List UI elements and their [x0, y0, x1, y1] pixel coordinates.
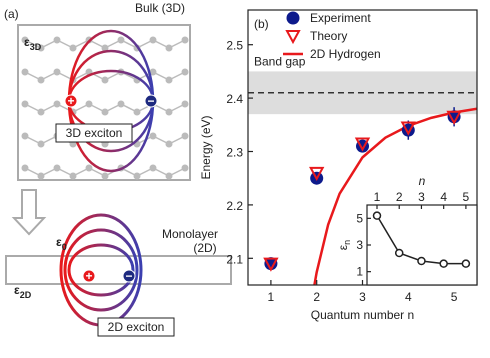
chart: Band gap 2.1 2.2 2.3 2.4 2.5 1 2 3 4 5 Quantum numb…: [199, 9, 478, 322]
atom: [181, 36, 189, 44]
x-tick-label: 4: [405, 290, 412, 304]
y-tick-label: 2.1: [226, 252, 243, 266]
inset-y-tick-label: 5: [356, 211, 363, 225]
legend-label: Theory: [310, 29, 347, 43]
inset-point: [461, 259, 471, 268]
panel-label: (b): [254, 17, 269, 31]
y-tick-label: 2.3: [226, 146, 243, 160]
y-axis-label: Energy (eV): [199, 115, 213, 179]
y-tick-label: 2.5: [226, 39, 243, 53]
diagram: (a) + − 3D exciton Bulk (3D) ε3D + − 2D …: [4, 1, 232, 337]
inset-point: [394, 248, 404, 258]
inset-x-label: n: [419, 174, 426, 188]
experiment-point: [447, 110, 461, 124]
plot-area: [248, 71, 477, 285]
x-tick-label: 5: [451, 290, 458, 304]
eps-bulk: ε3D: [24, 35, 42, 52]
svg-text:−: −: [147, 94, 154, 108]
bulk-label: Bulk (3D): [135, 1, 185, 15]
inset-y-tick-label: 1: [356, 265, 363, 279]
exciton-3d: 3D exciton: [66, 126, 123, 140]
inset-point: [439, 259, 448, 268]
atom: [181, 164, 189, 172]
inset-x-tick-label: 5: [463, 190, 470, 204]
x-tick-label: 3: [359, 290, 366, 304]
theory-point: [309, 166, 325, 181]
band-gap-label: Band gap: [254, 54, 306, 68]
minus: [144, 94, 158, 108]
inset-x-tick-label: 2: [396, 190, 403, 204]
symbol: ε: [336, 244, 350, 250]
inset-point: [417, 256, 426, 266]
inset-y-label: εn: [336, 240, 352, 250]
arrow: [11, 189, 47, 236]
eps-vacuum: ε0: [56, 235, 67, 252]
monolayer-label: Monolayer: [162, 227, 218, 241]
y-tick-label: 2.2: [226, 199, 243, 213]
exciton-2d: 2D exciton: [108, 320, 165, 334]
inset-point: [372, 211, 382, 220]
inset-x-tick-label: 4: [440, 190, 447, 204]
theory-point: [400, 121, 416, 136]
orbits-3d: [67, 29, 155, 173]
monolayer-box: [5, 255, 232, 285]
plus: [64, 94, 78, 108]
model-line: [313, 107, 477, 285]
legend-marker: [285, 30, 301, 45]
x-axis-label: Quantum number n: [311, 308, 414, 322]
legend-marker: [286, 11, 300, 25]
atom: [181, 132, 189, 140]
theory-point: [263, 257, 279, 272]
inset-x-tick-label: 1: [374, 190, 381, 204]
svg-text:+: +: [85, 269, 92, 283]
experiment-point: [264, 257, 278, 271]
inset-y-tick-label: 3: [356, 238, 363, 252]
label-box: [55, 123, 133, 143]
atom: [181, 68, 189, 76]
theory-point: [354, 137, 371, 152]
svg-text:+: +: [67, 94, 74, 108]
inset-frame: [366, 204, 478, 286]
x-tick-label: 1: [268, 290, 275, 304]
svg-text:−: −: [125, 269, 132, 283]
x-tick-label: 2: [313, 290, 320, 304]
sub: n: [342, 240, 352, 245]
theory-point: [446, 110, 462, 125]
eps-mono: ε2D: [14, 283, 32, 300]
legend-label: Experiment: [310, 11, 371, 25]
y-tick-label: 2.4: [226, 92, 243, 106]
panel-label: (a): [4, 7, 19, 21]
inset-x-tick-label: 3: [418, 190, 425, 204]
legend-label: 2D Hydrogen: [310, 47, 381, 61]
atom: [181, 100, 189, 108]
monolayer-label: (2D): [193, 241, 216, 255]
